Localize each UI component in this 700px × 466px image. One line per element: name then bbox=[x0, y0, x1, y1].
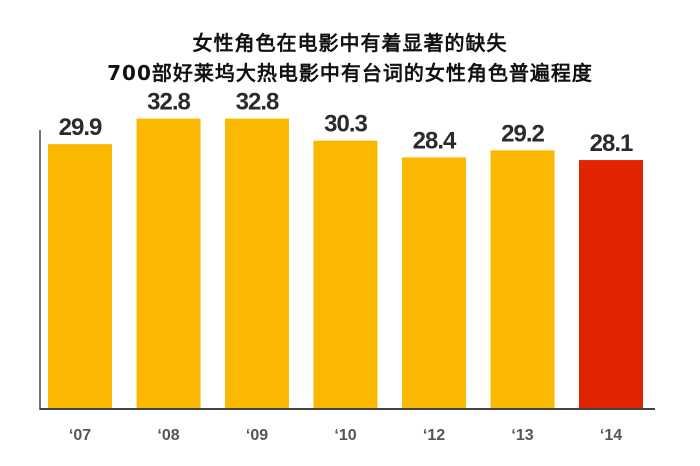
bar-7 bbox=[579, 160, 643, 408]
x-tick-label-6: ‘13 bbox=[511, 427, 533, 444]
bar-3 bbox=[225, 118, 289, 409]
chart-title-block: 女性角色在电影中有着显著的缺失 700部好莱坞大热电影中有台词的女性角色普遍程度 bbox=[0, 28, 700, 88]
chart-title: 女性角色在电影中有着显著的缺失 bbox=[192, 31, 508, 55]
x-tick-label-3: ‘09 bbox=[246, 427, 268, 444]
bar-1 bbox=[48, 144, 112, 409]
data-label-7: 28.1 bbox=[590, 130, 633, 157]
data-label-2: 32.8 bbox=[147, 89, 190, 116]
data-label-5: 28.4 bbox=[413, 127, 457, 154]
x-tick-label-4: ‘10 bbox=[334, 427, 356, 444]
bar-6 bbox=[490, 150, 555, 408]
data-label-1: 29.9 bbox=[59, 114, 102, 141]
x-tick-label-2: ‘08 bbox=[157, 427, 179, 444]
bar-4 bbox=[313, 140, 378, 408]
bar-5 bbox=[402, 157, 466, 408]
data-label-6: 29.2 bbox=[501, 120, 544, 147]
x-tick-label-1: ‘07 bbox=[69, 427, 91, 444]
x-tick-label-7: ‘14 bbox=[600, 427, 622, 444]
data-label-4: 30.3 bbox=[324, 111, 367, 138]
bar-2 bbox=[136, 118, 201, 409]
chart-subtitle: 700部好莱坞大热电影中有台词的女性角色普遍程度 bbox=[107, 61, 593, 85]
x-tick-label-5: ‘12 bbox=[423, 427, 445, 444]
data-label-3: 32.8 bbox=[236, 89, 279, 116]
